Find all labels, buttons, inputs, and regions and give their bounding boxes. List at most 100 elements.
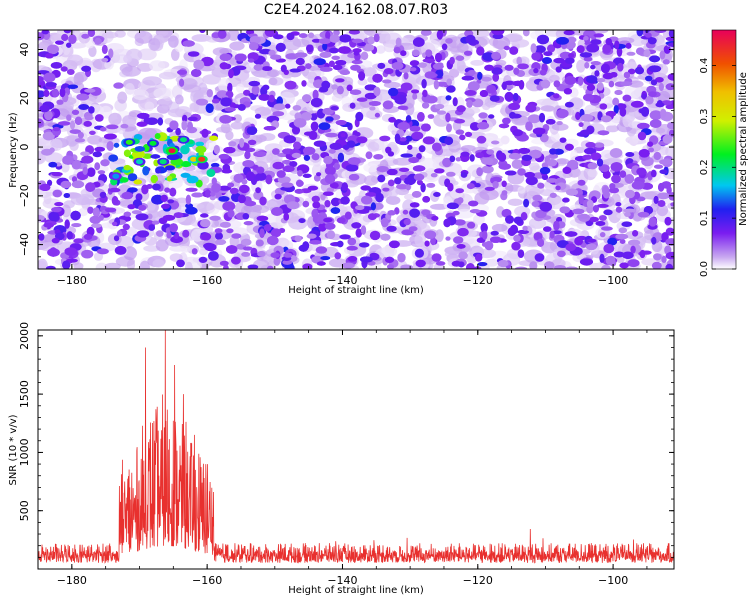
heatmap-cell: [51, 172, 63, 177]
heatmap-cell: [113, 82, 124, 89]
heatmap-cell: [400, 153, 413, 158]
heatmap-cell: [513, 216, 523, 225]
heatmap-cell: [179, 78, 185, 87]
heatmap-cell: [283, 252, 293, 258]
heatmap-cell: [442, 157, 452, 168]
heatmap-cell: [310, 97, 323, 108]
heatmap-cell: [317, 215, 326, 224]
heatmap-cell: [123, 211, 131, 217]
heatmap-cell: [331, 55, 341, 60]
snr-frame: [37, 329, 675, 570]
heatmap-cell: [187, 121, 193, 131]
heatmap-cell: [627, 259, 640, 268]
heatmap-cell: [166, 154, 180, 161]
heatmap-cell: [125, 119, 137, 127]
heatmap-cell: [54, 202, 64, 207]
heatmap-cell: [553, 80, 561, 88]
heatmap-cell: [135, 213, 149, 221]
heatmap-cell: [81, 65, 91, 72]
heatmap-cell: [599, 253, 605, 263]
heatmap-cell: [377, 62, 386, 69]
heatmap-cell: [565, 57, 575, 64]
heatmap-cell: [614, 40, 620, 50]
heatmap-cell: [628, 80, 644, 88]
heatmap-cell: [375, 247, 395, 260]
heatmap-cell: [549, 230, 555, 239]
heatmap-hotspot: [198, 156, 206, 162]
heatmap-cell: [369, 230, 381, 241]
heatmap-cell: [422, 196, 431, 203]
heatmap-cell: [563, 30, 575, 36]
heatmap-cell: [108, 154, 118, 162]
heatmap-cell: [624, 174, 635, 184]
heatmap-cell: [430, 173, 438, 178]
heatmap-cell: [92, 151, 103, 158]
heatmap-cell: [227, 182, 235, 188]
heatmap-cell: [270, 228, 282, 238]
heatmap-cell: [411, 191, 422, 198]
snr-y-tick-label: 1000: [18, 438, 31, 466]
heatmap-cell: [324, 174, 336, 184]
heatmap-cell: [243, 89, 251, 96]
colorbar-tick-label: 0.3: [699, 108, 710, 124]
heatmap-cell: [273, 34, 284, 40]
heatmap-cell: [413, 173, 425, 181]
heatmap-cell: [616, 46, 623, 57]
heatmap-cell: [424, 240, 430, 247]
heatmap-cell: [286, 201, 300, 210]
heatmap-cell: [60, 180, 72, 189]
heatmap-cell: [350, 64, 361, 71]
heatmap-cell: [543, 226, 552, 232]
heatmap-cell: [101, 31, 119, 39]
heatmap-cell: [619, 239, 626, 244]
heatmap-cell: [345, 164, 359, 172]
heatmap-cell: [421, 123, 431, 132]
heatmap-cell: [402, 209, 409, 215]
heatmap-cell: [491, 51, 501, 60]
heatmap-cell: [600, 115, 612, 123]
heatmap-cell: [158, 71, 177, 80]
heatmap-cell: [244, 151, 251, 160]
heatmap-cell: [62, 155, 74, 165]
snr-x-tick-label: −160: [192, 574, 222, 587]
heatmap-cell: [553, 220, 560, 231]
heatmap-cell: [479, 90, 489, 97]
heatmap-cell: [275, 58, 286, 63]
heatmap-cell: [428, 72, 438, 78]
heatmap-cell: [52, 88, 59, 98]
heatmap-cell: [609, 183, 616, 190]
heatmap-cell: [117, 230, 123, 237]
heatmap-cell: [636, 30, 644, 37]
heatmap-cell: [325, 31, 331, 40]
heatmap-cell: [273, 103, 286, 110]
heatmap-cell: [56, 99, 64, 105]
heatmap-cell: [567, 36, 577, 43]
heatmap-cell: [621, 221, 633, 227]
heatmap-cell: [294, 188, 304, 194]
heatmap-cell: [665, 36, 674, 41]
heatmap-cell: [335, 78, 345, 83]
heatmap-cell: [39, 183, 51, 191]
heatmap-cell: [446, 171, 456, 177]
heatmap-cell: [50, 62, 63, 69]
heatmap-cell: [325, 132, 338, 138]
heatmap-cell: [564, 101, 574, 108]
heatmap-cell: [589, 216, 599, 222]
heatmap-cell: [228, 141, 237, 147]
heatmap-cell: [625, 42, 632, 49]
heatmap-cell: [517, 63, 529, 70]
heatmap-cell: [383, 43, 396, 53]
heatmap-cell: [568, 53, 575, 58]
heatmap-cell: [358, 242, 370, 248]
heatmap-panel: −180 −160 −140 −120 −100 −40 −20 0 20 40 Height …: [8, 29, 675, 296]
heatmap-cell: [94, 37, 102, 45]
heatmap-cell: [305, 63, 312, 69]
heatmap-cell: [355, 205, 365, 211]
heatmap-cell: [436, 110, 447, 115]
heatmap-cell: [533, 232, 543, 241]
heatmap-cell: [531, 201, 540, 207]
heatmap-cell: [355, 228, 363, 238]
heatmap-cell: [670, 202, 674, 207]
heatmap-cell: [38, 90, 46, 98]
heatmap-cell: [71, 159, 82, 170]
